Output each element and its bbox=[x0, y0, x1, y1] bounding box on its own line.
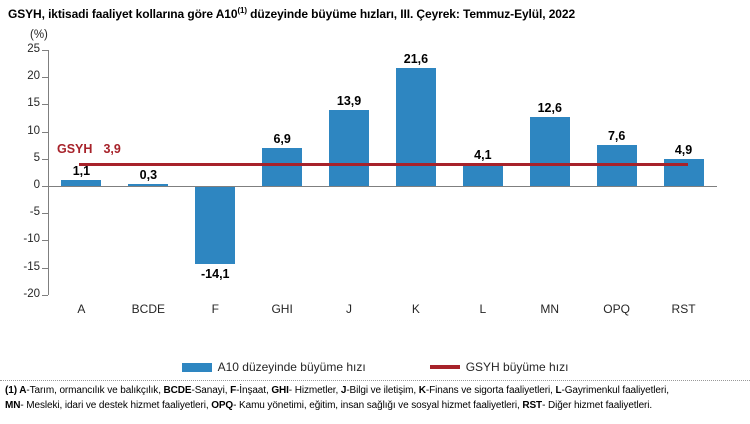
footnote-segment: -Bilgi ve iletişim, bbox=[346, 385, 419, 396]
y-tick-mark bbox=[42, 77, 48, 79]
y-tick-label: -5 bbox=[29, 206, 40, 219]
bar-BCDE bbox=[128, 184, 169, 186]
footnote-segment: - Diğer hizmet faaliyetleri. bbox=[542, 399, 653, 411]
x-axis-line bbox=[48, 186, 717, 187]
legend-line-label: GSYH büyüme hızı bbox=[465, 360, 569, 374]
bar-value-label: 21,6 bbox=[403, 52, 429, 67]
bar-value-label: -14,1 bbox=[201, 266, 230, 281]
bar-value-label: 0,3 bbox=[139, 168, 158, 183]
footnote-segment: RST bbox=[522, 399, 543, 411]
footnote-segment: K bbox=[418, 385, 426, 396]
footnote-segment: -Gayrimenkul faaliyetleri, bbox=[561, 385, 669, 396]
y-tick-mark bbox=[42, 213, 48, 215]
footnote-segment: MN bbox=[5, 399, 21, 411]
bar-MN bbox=[529, 117, 570, 186]
y-tick-mark bbox=[42, 50, 48, 51]
footnote-segment: BCDE bbox=[163, 385, 192, 396]
x-axis-label-A: A bbox=[77, 302, 86, 316]
y-tick-label: -15 bbox=[23, 260, 40, 273]
y-axis-unit-label: (%) bbox=[30, 29, 48, 41]
x-axis-label-RST: RST bbox=[671, 302, 696, 316]
x-axis-label-BCDE: BCDE bbox=[131, 302, 166, 316]
separator-dotted-line bbox=[0, 380, 750, 381]
bar-GHI bbox=[262, 148, 303, 186]
chart-title-suffix: düzeyinde büyüme hızları, III. Çeyrek: T… bbox=[246, 7, 576, 21]
footnote-segment: -Finans ve sigorta faaliyetleri, bbox=[425, 385, 556, 396]
y-tick-mark bbox=[42, 104, 48, 106]
y-tick-label: 25 bbox=[27, 43, 40, 55]
legend-item-gsyh: GSYH büyüme hızı bbox=[429, 360, 569, 374]
bar-value-label: 12,6 bbox=[537, 101, 562, 116]
bar-K bbox=[395, 68, 436, 186]
bar-L bbox=[462, 163, 503, 186]
chart-title: GSYH, iktisadi faaliyet kollarına göre A… bbox=[8, 6, 575, 21]
gsyh-label-text: GSYH bbox=[57, 142, 93, 156]
gsyh-label-value: 3,9 bbox=[103, 142, 121, 156]
footnote-segment: J bbox=[340, 385, 347, 396]
x-axis-label-OPQ: OPQ bbox=[603, 302, 630, 316]
footnote-segment: -Sanayi, bbox=[191, 385, 231, 396]
gsyh-reference-line bbox=[79, 163, 688, 167]
footnote-segment: - Hizmetler, bbox=[288, 385, 341, 396]
y-tick-mark bbox=[42, 240, 48, 242]
footnote-segment: - Kamu yönetimi, eğitim, insan sağlığı v… bbox=[233, 399, 523, 411]
bar-value-label: 13,9 bbox=[336, 94, 362, 109]
bar-value-label: 1,1 bbox=[72, 164, 91, 179]
y-tick-label: -10 bbox=[23, 233, 40, 246]
x-axis-label-L: L bbox=[479, 302, 487, 316]
footnote: (1) A-Tarım, ormancılık ve balıkçılık, B… bbox=[5, 384, 749, 413]
footnote-line-2: MN- Mesleki, idari ve destek hizmet faal… bbox=[5, 399, 749, 414]
y-tick-mark bbox=[42, 267, 48, 269]
footnote-segment: L bbox=[555, 385, 562, 396]
bar-value-label: 7,6 bbox=[607, 128, 626, 143]
x-axis-label-MN: MN bbox=[540, 302, 560, 316]
y-tick-mark bbox=[42, 131, 48, 133]
bar-value-label: 6,9 bbox=[273, 132, 291, 147]
footnote-segment: -İnşaat, bbox=[236, 385, 272, 396]
footnote-segment: -Tarım, ormancılık ve balıkçılık, bbox=[26, 385, 164, 396]
bar-J bbox=[329, 110, 370, 186]
y-tick-mark bbox=[42, 294, 48, 296]
footnote-segment: OPQ bbox=[211, 399, 234, 411]
y-axis-line bbox=[48, 50, 49, 295]
chart-title-footnote-ref: (1) bbox=[237, 6, 247, 15]
y-tick-mark bbox=[42, 186, 48, 187]
x-axis-label-GHI: GHI bbox=[271, 302, 293, 316]
bar-F bbox=[195, 187, 236, 264]
y-tick-label: -20 bbox=[23, 287, 40, 300]
y-tick-label: 5 bbox=[33, 151, 40, 164]
legend-bar-label: A10 düzeyinde büyüme hızı bbox=[217, 360, 366, 374]
y-tick-label: 10 bbox=[27, 124, 40, 137]
footnote-segment: F bbox=[230, 385, 237, 396]
chart-title-prefix: GSYH, iktisadi faaliyet kollarına göre A… bbox=[8, 7, 238, 21]
footnote-segment: - Mesleki, idari ve destek hizmet faaliy… bbox=[20, 399, 212, 411]
y-tick-label: 15 bbox=[27, 97, 40, 110]
legend-bar-swatch bbox=[181, 362, 212, 372]
y-tick-label: 0 bbox=[33, 179, 40, 191]
legend-item-a10: A10 düzeyinde büyüme hızı bbox=[181, 360, 366, 374]
legend-line-swatch bbox=[429, 365, 460, 369]
x-axis-label-K: K bbox=[411, 302, 420, 316]
bar-value-label: 4,9 bbox=[674, 143, 693, 158]
bar-value-label: 4,1 bbox=[474, 147, 492, 162]
y-tick-label: 20 bbox=[27, 70, 40, 83]
y-tick-mark bbox=[42, 158, 48, 160]
x-axis-label-J: J bbox=[346, 302, 353, 316]
footnote-segment: GHI bbox=[271, 385, 289, 396]
x-axis-label-F: F bbox=[211, 302, 219, 316]
bar-A bbox=[61, 180, 102, 186]
footnote-line-1: (1) A-Tarım, ormancılık ve balıkçılık, B… bbox=[5, 384, 749, 399]
gsyh-line-label: GSYH 3,9 bbox=[57, 142, 121, 156]
footnote-segment: (1) A bbox=[5, 385, 27, 396]
legend: A10 düzeyinde büyüme hızı GSYH büyüme hı… bbox=[0, 358, 750, 376]
